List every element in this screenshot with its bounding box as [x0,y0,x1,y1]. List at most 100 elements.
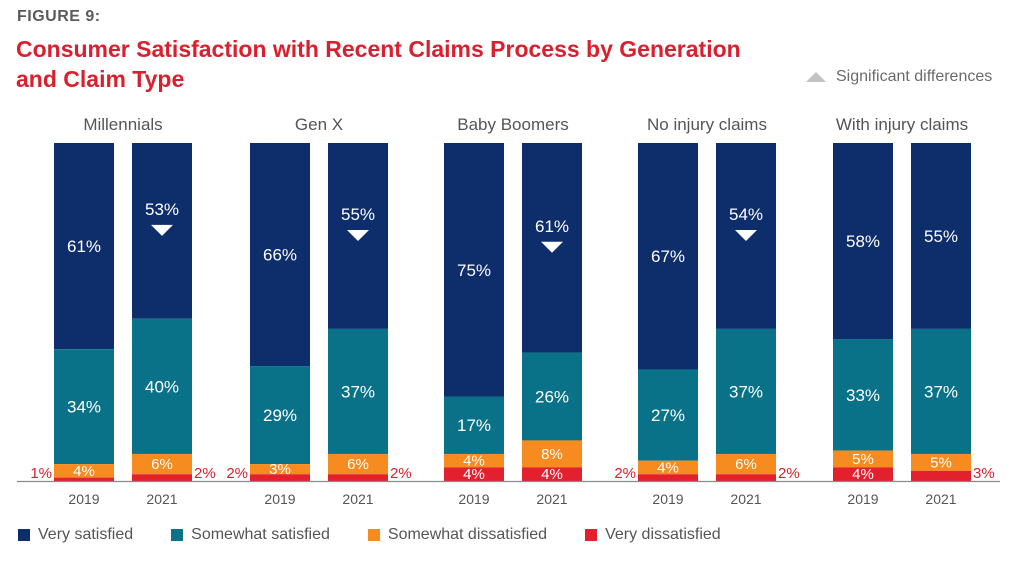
data-label-very-dissatisfied: 1% [30,465,52,482]
x-tick-label: 2021 [536,491,567,507]
legend-label: Very dissatisfied [605,526,721,543]
significant-decrease-icon [541,241,563,253]
legend-item-very-satisfied: Very satisfied [18,526,133,544]
bar-segment-somewhat-dissatisfied [716,453,776,475]
bar-segment-somewhat-satisfied [328,328,388,454]
bar-segment-very-satisfied [54,143,114,350]
bar-segment-very-dissatisfied [833,467,893,481]
significant-decrease-icon [151,224,173,236]
bar-segment-somewhat-dissatisfied [833,450,893,468]
bar-segment-somewhat-satisfied [638,369,698,461]
data-label-somewhat-satisfied: 34% [67,398,101,417]
data-label-somewhat-dissatisfied: 5% [852,451,874,468]
group-label: Baby Boomers [457,115,569,134]
bar-segment-very-dissatisfied [54,477,114,481]
bar-group: Millennials 61% 34% 4% 1% 2019 53% 40% 6% 2% 2021 [30,115,215,507]
legend-item-very-dissatisfied: Very dissatisfied [585,526,721,544]
bar-segment-very-dissatisfied [328,474,388,481]
group-label: With injury claims [836,115,968,134]
legend-item-somewhat-satisfied: Somewhat satisfied [171,526,330,544]
significant-decrease-icon [347,229,369,241]
data-label-very-satisfied: 55% [341,205,375,224]
group-label: Gen X [295,115,343,134]
bar-segment-very-dissatisfied [911,470,971,481]
data-label-somewhat-satisfied: 27% [651,406,685,425]
x-tick-label: 2019 [847,491,878,507]
bar-segment-somewhat-dissatisfied [522,440,582,468]
bar-group: No injury claims 67% 27% 4% 2% 2019 54% 37% 6% 2%… [614,115,799,507]
legend-swatch-very-dissatisfied [585,529,598,541]
group-label: Millennials [83,115,162,134]
data-label-somewhat-dissatisfied: 4% [657,459,679,476]
data-label-very-satisfied: 75% [457,261,491,280]
bar-segment-somewhat-dissatisfied [638,460,698,475]
x-tick-label: 2019 [68,491,99,507]
bar-segment-somewhat-dissatisfied [54,464,114,478]
bar-segment-somewhat-satisfied [132,318,192,454]
data-label-somewhat-dissatisfied: 6% [735,456,757,473]
bar-segment-very-satisfied [250,143,310,367]
bar-segment-very-satisfied [638,143,698,370]
bar-segment-very-satisfied [911,143,971,329]
bar-segment-somewhat-dissatisfied [250,464,310,475]
bar-segment-very-dissatisfied [522,467,582,481]
data-label-very-dissatisfied: 4% [463,466,485,483]
bar-segment-somewhat-satisfied [716,328,776,454]
bar-segment-very-dissatisfied [444,467,504,481]
bar-segment-very-satisfied [444,143,504,397]
bar-segment-somewhat-dissatisfied [444,453,504,468]
significant-decrease-icon [735,229,757,241]
bar-segment-very-dissatisfied [132,474,192,481]
data-label-very-satisfied: 67% [651,247,685,266]
data-label-somewhat-dissatisfied: 4% [463,453,485,470]
bar-segment-somewhat-satisfied [54,349,114,465]
data-label-somewhat-dissatisfied: 3% [269,461,291,478]
data-label-very-dissatisfied: 2% [614,465,636,482]
data-label-somewhat-dissatisfied: 6% [151,456,173,473]
significance-legend: Significant differences [806,68,992,86]
data-label-very-dissatisfied: 4% [541,466,563,483]
bar-segment-very-dissatisfied [250,474,310,481]
data-label-somewhat-satisfied: 37% [729,382,763,401]
bar-segment-somewhat-satisfied [833,339,893,451]
bar-segment-somewhat-satisfied [522,352,582,441]
x-tick-label: 2021 [730,491,761,507]
data-label-very-satisfied: 61% [535,217,569,236]
data-label-somewhat-satisfied: 26% [535,388,569,407]
data-label-very-satisfied: 53% [145,200,179,219]
triangle-icon [806,72,826,82]
group-label: No injury claims [647,115,767,134]
data-label-very-satisfied: 54% [729,205,763,224]
data-label-very-dissatisfied: 2% [226,465,248,482]
x-tick-label: 2019 [652,491,683,507]
bar-group: With injury claims58%33%5%4%201955%37%5%… [833,115,995,507]
data-label-somewhat-satisfied: 40% [145,377,179,396]
legend-label: Somewhat satisfied [191,526,330,543]
x-tick-label: 2021 [342,491,373,507]
bar-segment-somewhat-satisfied [444,396,504,454]
bars-layer: Millennials 61% 34% 4% 1% 2019 53% 40% 6% 2% 2021 G… [30,115,994,507]
legend-item-somewhat-dissatisfied: Somewhat dissatisfied [367,526,547,544]
data-label-somewhat-satisfied: 37% [341,382,375,401]
bar-segment-somewhat-dissatisfied [328,453,388,475]
x-tick-label: 2019 [264,491,295,507]
bar-segment-very-satisfied [833,143,893,340]
data-label-somewhat-satisfied: 37% [924,382,958,401]
legend-swatch-somewhat-satisfied [171,529,184,541]
data-label-very-dissatisfied: 3% [973,465,995,482]
significance-legend-label: Significant differences [836,68,993,85]
data-label-very-satisfied: 61% [67,237,101,256]
data-label-very-dissatisfied: 4% [852,466,874,483]
data-label-very-dissatisfied: 2% [390,465,412,482]
x-tick-label: 2021 [925,491,956,507]
data-label-somewhat-dissatisfied: 4% [73,463,95,480]
legend: Very satisfied Somewhat satisfied Somewh… [18,526,721,544]
bar-group: Gen X 66% 29% 3% 2% 2019 55% 37% 6% 2% 2021 [226,115,411,507]
data-label-somewhat-dissatisfied: 8% [541,446,563,463]
chart-title: Consumer Satisfaction with Recent Claims… [16,36,741,92]
data-label-somewhat-dissatisfied: 6% [347,456,369,473]
data-label-somewhat-satisfied: 33% [846,386,880,405]
bar-segment-very-dissatisfied [716,474,776,481]
x-tick-label: 2019 [458,491,489,507]
